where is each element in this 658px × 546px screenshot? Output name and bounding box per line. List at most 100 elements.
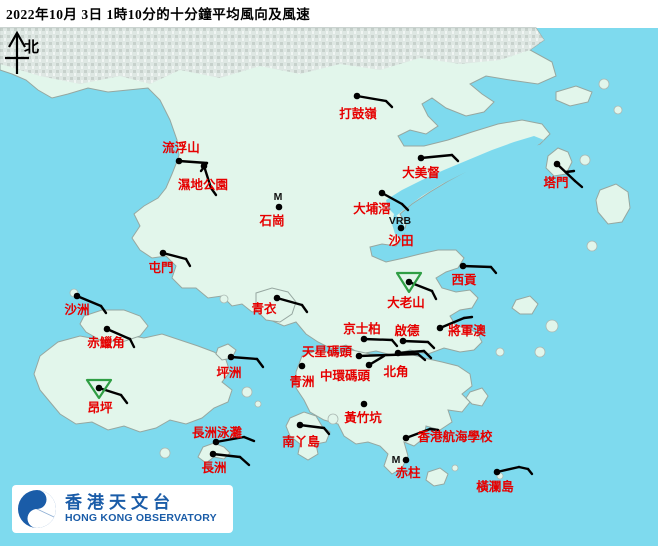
station-dot-icon [227, 353, 235, 361]
station-sha-tin: VRB 沙田 [388, 215, 413, 248]
station-tsing-yi: 青衣 [251, 294, 309, 316]
island-lantau [33, 333, 233, 433]
wind-barb-icon [298, 423, 326, 430]
wind-barb-icon [105, 327, 132, 341]
station-label: 橫瀾島 [476, 479, 514, 494]
station-central-pier: 中環碼頭 [320, 354, 386, 383]
wind-barb-icon [462, 315, 474, 320]
station-tai-po-kau: 大埔滘 [353, 189, 410, 216]
station-lau-fau-shan: 流浮山 [162, 140, 209, 173]
wind-barb-icon [75, 294, 103, 308]
station-label: 長洲泳灘 [192, 425, 243, 440]
wind-barb-icon [214, 435, 246, 444]
station-dot-icon [73, 292, 81, 300]
station-dot-icon [296, 421, 304, 429]
station-tseung-kwan-o: 將軍澳 [436, 315, 486, 338]
hill-station-triangle-icon [85, 378, 113, 400]
station-tap-mun: 塔門 [543, 160, 584, 190]
station-dot-icon [417, 154, 425, 162]
island-ne-2 [613, 105, 623, 115]
station-label: 塔門 [543, 175, 568, 190]
wind-barb-icon [355, 94, 388, 103]
wind-barb-icon [275, 296, 304, 307]
station-label: 石崗 [258, 213, 284, 228]
station-hk-sea-school: 香港航海學校 [402, 427, 493, 444]
wind-barb-icon [430, 289, 438, 301]
station-note: VRB [389, 215, 412, 227]
wind-barb-icon [517, 465, 530, 471]
station-cheung-chau: 長洲 [201, 450, 251, 475]
station-shek-kong: M 石崗 [258, 191, 284, 228]
station-cheung-chau-beach: 長洲泳灘 [192, 425, 256, 446]
wind-barb-icon [450, 153, 460, 163]
station-dot-icon [553, 160, 561, 168]
station-kai-tak: 啟德 [394, 323, 436, 350]
station-dot-icon [212, 438, 220, 446]
wind-barb-icon [380, 191, 404, 206]
station-label: 赤柱 [395, 465, 421, 480]
station-label: 京士柏 [343, 321, 381, 336]
hko-logo: 香港天文台 HONG KONG OBSERVATORY [12, 485, 233, 533]
station-label: 南丫島 [282, 434, 320, 449]
island-ap-lei-chau [327, 413, 339, 425]
station-label: 天星碼頭 [302, 344, 353, 359]
wind-barb-icon [422, 349, 433, 360]
wind-barb-icon [211, 452, 242, 459]
island-se-3 [534, 346, 546, 358]
station-label: 大老山 [387, 295, 425, 310]
station-lamma-island: 南丫島 [282, 421, 331, 449]
hill-station-triangle-icon [395, 271, 423, 294]
station-label: 大美督 [402, 165, 440, 180]
logo-mark-icon [18, 490, 56, 528]
station-label: 黃竹坑 [343, 410, 382, 425]
island-se-2 [545, 319, 559, 333]
wind-barb-icon [401, 339, 430, 344]
north-arrow-icon [5, 30, 29, 74]
station-dot-icon [95, 384, 103, 392]
station-wetland-park: 濕地公園 [178, 162, 228, 197]
station-label: 北角 [383, 364, 408, 379]
station-dot-icon [459, 262, 467, 270]
island-tung-lung [465, 387, 489, 407]
island-shek-kwu-chau [159, 447, 171, 459]
station-green-island: 青洲 [289, 362, 315, 389]
island-small-1 [254, 400, 262, 408]
wind-barb-icon [428, 427, 440, 432]
station-dot-icon [399, 337, 407, 345]
station-dot-icon [200, 162, 208, 170]
urban-texture [0, 28, 544, 84]
station-dot-icon [298, 362, 306, 370]
wind-barb-icon [564, 169, 576, 174]
station-label: 濕地公園 [178, 177, 228, 192]
island-ne-1 [598, 78, 610, 90]
station-sha-chau: 沙洲 [64, 292, 108, 317]
wind-barb-icon [300, 303, 309, 314]
wind-barb-icon [99, 304, 108, 315]
station-dot-icon [397, 224, 405, 232]
station-dot-icon [103, 325, 111, 333]
wind-barb-icon [461, 264, 493, 269]
wind-barb-icon [97, 386, 123, 397]
wind-barb-icon [202, 164, 213, 190]
station-wong-chuk-hang: 黃竹坑 [343, 400, 382, 425]
station-label: 香港航海學校 [416, 429, 493, 444]
station-tates-cairn: 大老山 [387, 271, 438, 310]
island-beaufort [451, 464, 459, 472]
wind-barb-icon [229, 355, 259, 361]
station-label: 長洲 [201, 460, 226, 475]
station-star-ferry-pier: 天星碼頭 [302, 344, 427, 362]
island-tsing-yi [255, 287, 297, 323]
wind-barb-icon [161, 251, 188, 261]
wind-barb-icon [357, 352, 420, 358]
wind-barb-icon [489, 265, 498, 275]
logo-name-en: HONG KONG OBSERVATORY [65, 512, 217, 524]
wind-barb-icon [390, 338, 399, 348]
station-dot-icon [273, 294, 281, 302]
station-label: 沙洲 [64, 303, 89, 317]
wind-barb-icon [438, 316, 466, 330]
station-dot-icon [378, 189, 386, 197]
island-grass [579, 154, 591, 166]
wind-barb-icon [396, 349, 426, 355]
station-dot-icon [353, 92, 361, 100]
island-ma-wan [219, 294, 229, 304]
